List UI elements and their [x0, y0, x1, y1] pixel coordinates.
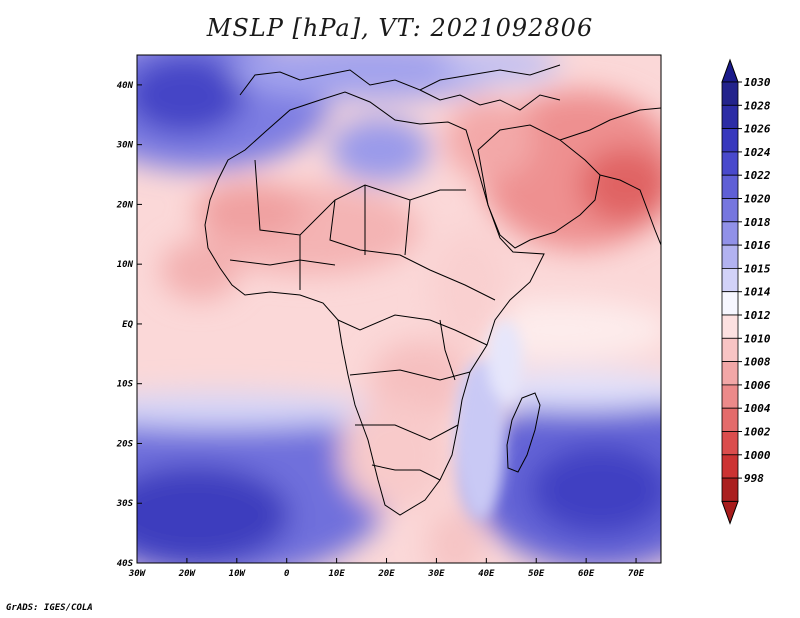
colorbar-swatch — [721, 151, 739, 176]
lat-tick-label: 20N — [116, 200, 134, 210]
colorbar-label: 1006 — [744, 379, 771, 392]
colorbar-label: 1026 — [744, 123, 771, 136]
colorbar-swatch — [721, 198, 739, 223]
colorbar-swatch — [721, 477, 739, 502]
lat-tick-label: 30N — [116, 141, 134, 151]
colorbar-label: 1018 — [744, 216, 771, 229]
colorbar-swatch — [721, 244, 739, 269]
colorbar-label: 1014 — [744, 286, 771, 299]
colorbar-bottom-arrow — [721, 500, 739, 525]
colorbar-swatch — [721, 337, 739, 362]
colorbar-swatch — [721, 454, 739, 479]
lat-tick-label: EQ — [122, 320, 133, 330]
lon-tick-label: 60E — [578, 569, 595, 579]
lat-tick-label: 40N — [117, 81, 134, 91]
lon-tick-label: 30E — [427, 569, 445, 579]
lon-tick-label: 70E — [628, 569, 645, 579]
grads-credit: GrADS: IGES/COLA — [6, 603, 93, 613]
lat-tick-label: 40S — [117, 559, 134, 569]
map-frame — [136, 54, 662, 564]
lat-axis: 40N 30N 20N 10N EQ 10S 20S 30S 40S — [116, 81, 142, 569]
pressure-field — [137, 55, 661, 563]
lon-tick-label: 40E — [478, 569, 495, 579]
colorbar-label: 1010 — [744, 332, 771, 345]
colorbar-label: 1022 — [744, 169, 771, 182]
colorbar-swatch — [721, 104, 739, 130]
colorbar-swatch — [721, 407, 739, 432]
coastlines — [204, 64, 661, 516]
colorbar-swatch — [721, 314, 739, 339]
colorbar-swatch — [721, 128, 739, 153]
colorbar-label: 1020 — [744, 193, 771, 206]
colorbar-label: 1012 — [744, 309, 771, 322]
colorbar-label: 1004 — [744, 402, 771, 415]
lon-tick-label: 20W — [178, 569, 197, 579]
colorbar-label: 1016 — [744, 239, 771, 252]
lon-tick-label: 50E — [528, 569, 545, 579]
colorbar-swatch — [721, 384, 739, 409]
colorbar-label: 1015 — [744, 262, 771, 275]
lat-tick-label: 20S — [116, 439, 134, 449]
colorbar-label: 1028 — [744, 99, 771, 112]
lon-axis: 30W 20W 10W 0 10E 20E 30E 40E 50E 60E 70E — [128, 558, 645, 579]
lon-tick-label: 10E — [328, 569, 345, 579]
colorbar-label: 1008 — [744, 356, 771, 369]
colorbar-label: 1000 — [744, 449, 771, 462]
colorbar-label: 1024 — [744, 146, 771, 159]
colorbar-swatch — [721, 431, 739, 456]
colorbar-swatch — [721, 361, 739, 386]
colorbar-swatch — [721, 174, 739, 199]
colorbar-swatch — [721, 221, 739, 246]
lon-tick-label: 30W — [128, 569, 147, 579]
colorbar-label: 1002 — [744, 426, 771, 439]
colorbar-swatch — [721, 267, 739, 293]
colorbar: 1030 1028 1026 1024 1022 1020 1018 1016 1015 1014… — [721, 58, 771, 525]
lat-tick-label: 10N — [117, 260, 134, 270]
lat-tick-label: 10S — [117, 380, 134, 390]
colorbar-swatch — [721, 81, 739, 106]
colorbar-label: 1030 — [744, 76, 771, 89]
colorbar-swatch — [721, 291, 739, 316]
colorbar-label: 998 — [744, 472, 764, 485]
lon-tick-label: 10W — [229, 569, 247, 579]
lat-tick-label: 30S — [116, 499, 134, 509]
lon-tick-label: 0 — [284, 569, 290, 579]
map-title: MSLP [hPa], VT: 2021092806 — [206, 14, 594, 42]
lon-tick-label: 20E — [377, 569, 395, 579]
colorbar-top-arrow — [721, 58, 739, 83]
